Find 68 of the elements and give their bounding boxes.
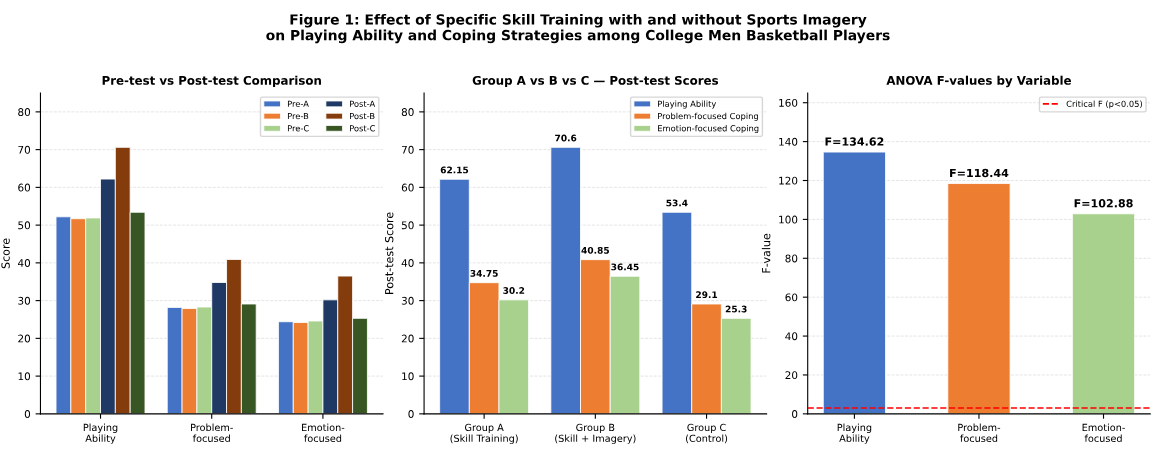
y-tick-label: 80	[785, 254, 798, 263]
y-tick-label: 0	[408, 410, 414, 418]
y-tick-label: 50	[18, 221, 31, 230]
x-tick-label: Group A (Skill Training)	[450, 423, 518, 444]
y-tick-label: 60	[18, 183, 31, 192]
legend-label: Post-A	[350, 100, 376, 107]
x-tick-label: Playing Ability	[837, 423, 872, 444]
y-tick-label: 120	[779, 176, 798, 185]
data-label: F=102.88	[1074, 199, 1133, 208]
chart-title: Group A vs B vs C — Post-test Scores	[472, 75, 719, 88]
y-tick-label: 10	[18, 372, 31, 381]
legend-label: Emotion-focused Coping	[658, 124, 759, 134]
data-label: 40.85	[581, 246, 609, 254]
y-tick-label: 80	[18, 108, 31, 116]
y-tick-label: 160	[779, 98, 798, 107]
y-tick-label: 20	[18, 334, 31, 343]
y-tick-label: 70	[401, 145, 414, 154]
x-tick-label: Playing Ability	[83, 423, 118, 444]
y-tick-label: 20	[401, 334, 414, 343]
x-tick-label: Emotion- focused	[302, 423, 345, 442]
legend-label: Post-B	[350, 112, 375, 120]
data-label: 62.15	[440, 166, 469, 174]
y-axis-title: Post-test Score	[384, 212, 394, 294]
bar	[947, 183, 1011, 414]
legend-label: Critical F (p<0.05)	[1066, 100, 1142, 109]
x-tick-label: Emotion- focused	[1082, 423, 1125, 442]
chart-title: ANOVA F-values by Variable	[886, 75, 1071, 88]
y-tick-label: 60	[401, 183, 414, 192]
y-tick-label: 0	[792, 410, 798, 418]
legend-label: Pre-B	[287, 112, 309, 120]
x-tick-label: Problem- focused	[191, 423, 233, 442]
y-tick-label: 50	[401, 221, 414, 230]
y-tick-label: 10	[402, 372, 414, 381]
y-tick-label: 30	[401, 296, 414, 305]
data-label: 36.45	[611, 263, 639, 271]
x-tick-label: Group C (Control)	[686, 423, 728, 444]
data-label: 53.4	[666, 199, 688, 207]
legend-label: Playing Ability	[658, 100, 717, 109]
x-tick-label: Group B (Skill + Imagery)	[555, 423, 636, 444]
legend-label: Post-C	[350, 125, 376, 132]
legend-label: Problem-focused Coping	[658, 112, 758, 121]
y-tick-label: 100	[779, 215, 798, 224]
legend-label: Pre-C	[287, 125, 309, 132]
y-axis-title: Score	[1, 238, 10, 269]
y-tick-label: 40	[785, 332, 798, 341]
data-label: 70.6	[555, 134, 577, 142]
y-tick-label: 60	[785, 293, 798, 302]
y-axis-title: F-value	[761, 233, 771, 273]
data-label: 34.75	[470, 269, 498, 277]
y-tick-label: 40	[401, 259, 414, 267]
legend-label: Pre-A	[287, 100, 309, 107]
y-tick-label: 30	[18, 296, 31, 305]
data-label: 29.1	[696, 291, 718, 299]
data-label: F=134.62	[825, 137, 884, 146]
y-tick-label: 40	[17, 259, 31, 267]
chart-title: Pre-test vs Post-test Comparison	[102, 75, 321, 88]
caption: Figure 1: Effect of Specific Skill Training with and without Sports Imagery on Playing Ability and Coping Strategies among College Men Basketball Players	[266, 13, 890, 44]
bar	[822, 151, 886, 414]
y-tick-label: 70	[18, 145, 31, 154]
y-tick-label: 0	[24, 410, 31, 418]
data-label: 25.3	[725, 305, 747, 313]
bar	[1071, 213, 1136, 414]
y-tick-label: 140	[779, 137, 798, 146]
y-tick-label: 20	[785, 371, 798, 380]
x-tick-label: Problem- focused	[958, 423, 1001, 442]
data-label: 30.2	[503, 287, 525, 294]
data-label: F=118.44	[950, 168, 1009, 178]
y-tick-label: 80	[401, 108, 414, 116]
